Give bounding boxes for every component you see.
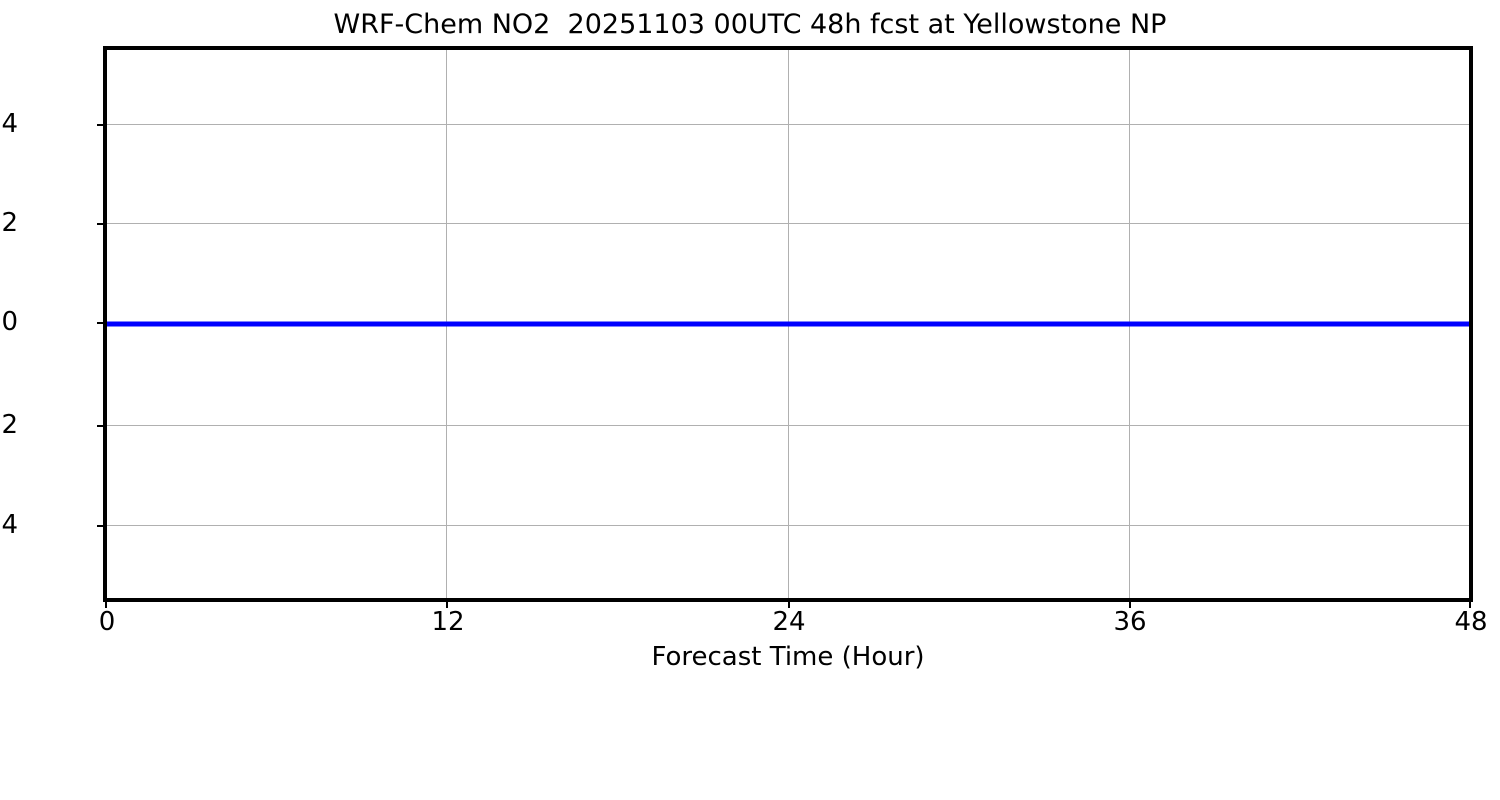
- tick-x-24: [788, 600, 790, 608]
- tick-y-0.00: [97, 322, 105, 324]
- x-tick-label-36: 36: [1113, 607, 1147, 637]
- x-axis-label: Forecast Time (Hour): [651, 642, 925, 672]
- x-tick-label-0: 0: [98, 607, 116, 637]
- tick-y--0.02: [97, 425, 105, 427]
- x-tick-label-12: 12: [431, 607, 465, 637]
- y-tick-label-0.04: 0.04: [0, 109, 18, 139]
- tick-x-48: [1469, 600, 1471, 608]
- y-tick-label--0.04: −0.04: [0, 510, 18, 540]
- axis-spine-right: [1469, 46, 1473, 602]
- tick-x-0: [105, 600, 107, 608]
- y-tick-label-0.02: 0.02: [0, 208, 18, 238]
- axis-spine-top: [103, 46, 1473, 50]
- y-tick-label--0.02: −0.02: [0, 410, 18, 440]
- tick-x-36: [1129, 600, 1131, 608]
- series-line-no2: [105, 321, 1471, 327]
- chart-title: WRF-Chem NO2 20251103 00UTC 48h fcst at …: [333, 9, 1167, 40]
- tick-y--0.04: [97, 525, 105, 527]
- axis-spine-bottom: [103, 598, 1473, 602]
- x-tick-label-48: 48: [1454, 607, 1488, 637]
- plot-area: [97, 48, 1471, 608]
- x-tick-label-24: 24: [772, 607, 806, 637]
- axis-spine-left: [103, 46, 107, 602]
- tick-y-0.04: [97, 124, 105, 126]
- tick-y-0.02: [97, 223, 105, 225]
- tick-x-12: [446, 600, 448, 608]
- y-tick-label-0.00: 0.00: [0, 307, 18, 337]
- series-layer: [105, 48, 1471, 600]
